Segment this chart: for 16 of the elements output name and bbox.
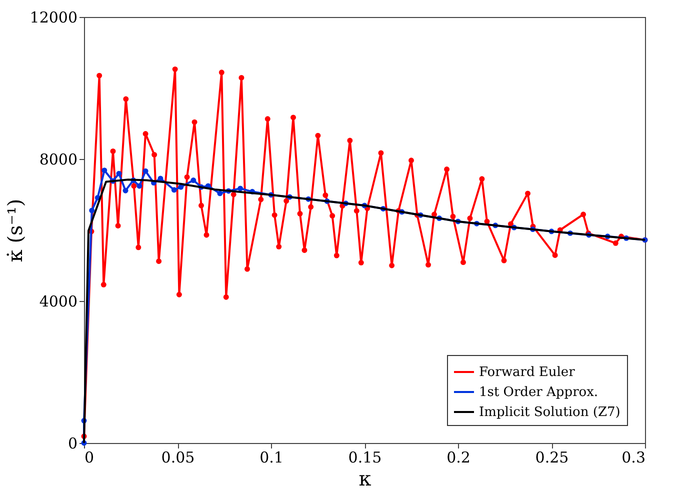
y-tick-label: 8000 xyxy=(39,150,78,168)
x-tick-label: 0.3 xyxy=(622,448,646,466)
y-axis-title: κ̇ (s⁻¹) xyxy=(2,198,27,262)
x-tick-label: 0.15 xyxy=(348,448,382,466)
x-tick-label: 0.2 xyxy=(446,448,470,466)
x-axis-title: κ xyxy=(358,466,372,490)
x-tick-label: 0.1 xyxy=(260,448,284,466)
y-tick-label: 0 xyxy=(68,434,78,452)
legend-label: Forward Euler xyxy=(479,365,576,380)
x-tick-label: 0.05 xyxy=(161,448,195,466)
y-tick-label: 4000 xyxy=(39,292,78,310)
x-tick-label: 0 xyxy=(84,448,94,466)
legend-label: Implicit Solution (Z7) xyxy=(479,405,620,420)
x-tick-label: 0.25 xyxy=(535,448,569,466)
legend-label: 1st Order Approx. xyxy=(479,385,598,400)
y-tick-label: 12000 xyxy=(30,8,78,26)
